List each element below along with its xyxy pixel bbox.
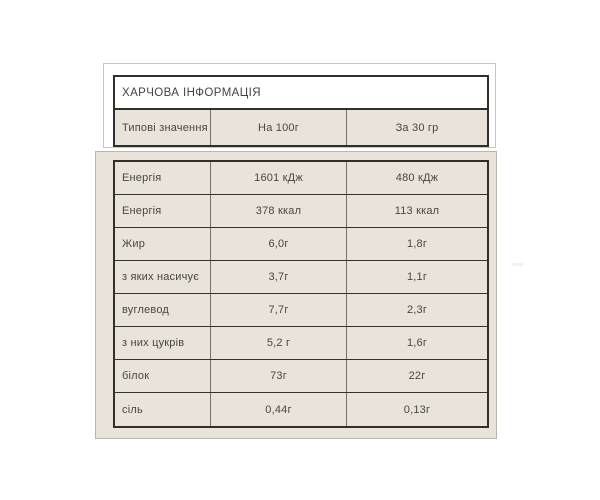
per-100g-value: 378 ккал	[211, 195, 347, 227]
column-header-typical-values: Типові значення	[115, 110, 211, 145]
table-row-energy-kj: Енергія 1601 кДж 480 кДж	[115, 162, 487, 195]
header-row: Типові значення На 100г За 30 гр	[115, 110, 487, 145]
table-row-sugars: з них цукрів 5,2 г 1,6г	[115, 327, 487, 360]
nutrient-label: вуглевод	[115, 294, 211, 326]
per-100g-value: 6,0г	[211, 228, 347, 260]
per-100g-value: 3,7г	[211, 261, 347, 293]
per-30g-value: 113 ккал	[394, 205, 440, 217]
per-100g-value: 73г	[211, 360, 347, 392]
nutrient-label: з них цукрів	[115, 327, 211, 359]
nutrient-label: з яких насичує	[115, 261, 211, 293]
per-100g-value: 5,2 г	[211, 327, 347, 359]
per-100g-value: 7,7г	[211, 294, 347, 326]
table-title: ХАРЧОВА ІНФОРМАЦІЯ	[115, 77, 487, 110]
column-header-per-30g: За 30 гр	[395, 121, 439, 134]
table-row-fat: Жир 6,0г 1,8г	[115, 228, 487, 261]
nutrient-label: Жир	[115, 228, 211, 260]
header-panel: ХАРЧОВА ІНФОРМАЦІЯ Типові значення На 10…	[103, 63, 496, 148]
per-30g-value: 1,1г	[406, 271, 428, 283]
per-30g-value: 1,8г	[406, 238, 428, 250]
per-100g-value: 1601 кДж	[211, 162, 347, 194]
per-30g-value: 1,6г	[406, 337, 428, 349]
values-panel: Енергія 1601 кДж 480 кДж Енергія 378 кка…	[95, 151, 497, 439]
nutrient-label: білок	[115, 360, 211, 392]
nutrient-label: Енергія	[115, 162, 211, 194]
nutrient-label: Енергія	[115, 195, 211, 227]
per-30g-value: 0,13г	[403, 403, 431, 416]
per-30g-value: 2,3г	[406, 304, 428, 316]
per-30g-value: 22г	[408, 370, 426, 382]
per-30g-value: 480 кДж	[395, 172, 439, 184]
nutrient-label: сіль	[115, 393, 211, 426]
table-row-saturates: з яких насичує 3,7г 1,1г	[115, 261, 487, 294]
table-row-salt: сіль 0,44г 0,13г	[115, 393, 487, 426]
nutrition-values-table: Енергія 1601 кДж 480 кДж Енергія 378 кка…	[113, 160, 489, 428]
faint-artifact	[512, 263, 523, 266]
header-table: ХАРЧОВА ІНФОРМАЦІЯ Типові значення На 10…	[113, 75, 489, 147]
per-100g-value: 0,44г	[211, 393, 347, 426]
table-row-protein: білок 73г 22г	[115, 360, 487, 393]
table-row-carbohydrate: вуглевод 7,7г 2,3г	[115, 294, 487, 327]
table-row-energy-kcal: Енергія 378 ккал 113 ккал	[115, 195, 487, 228]
column-header-per-100g: На 100г	[211, 110, 347, 145]
